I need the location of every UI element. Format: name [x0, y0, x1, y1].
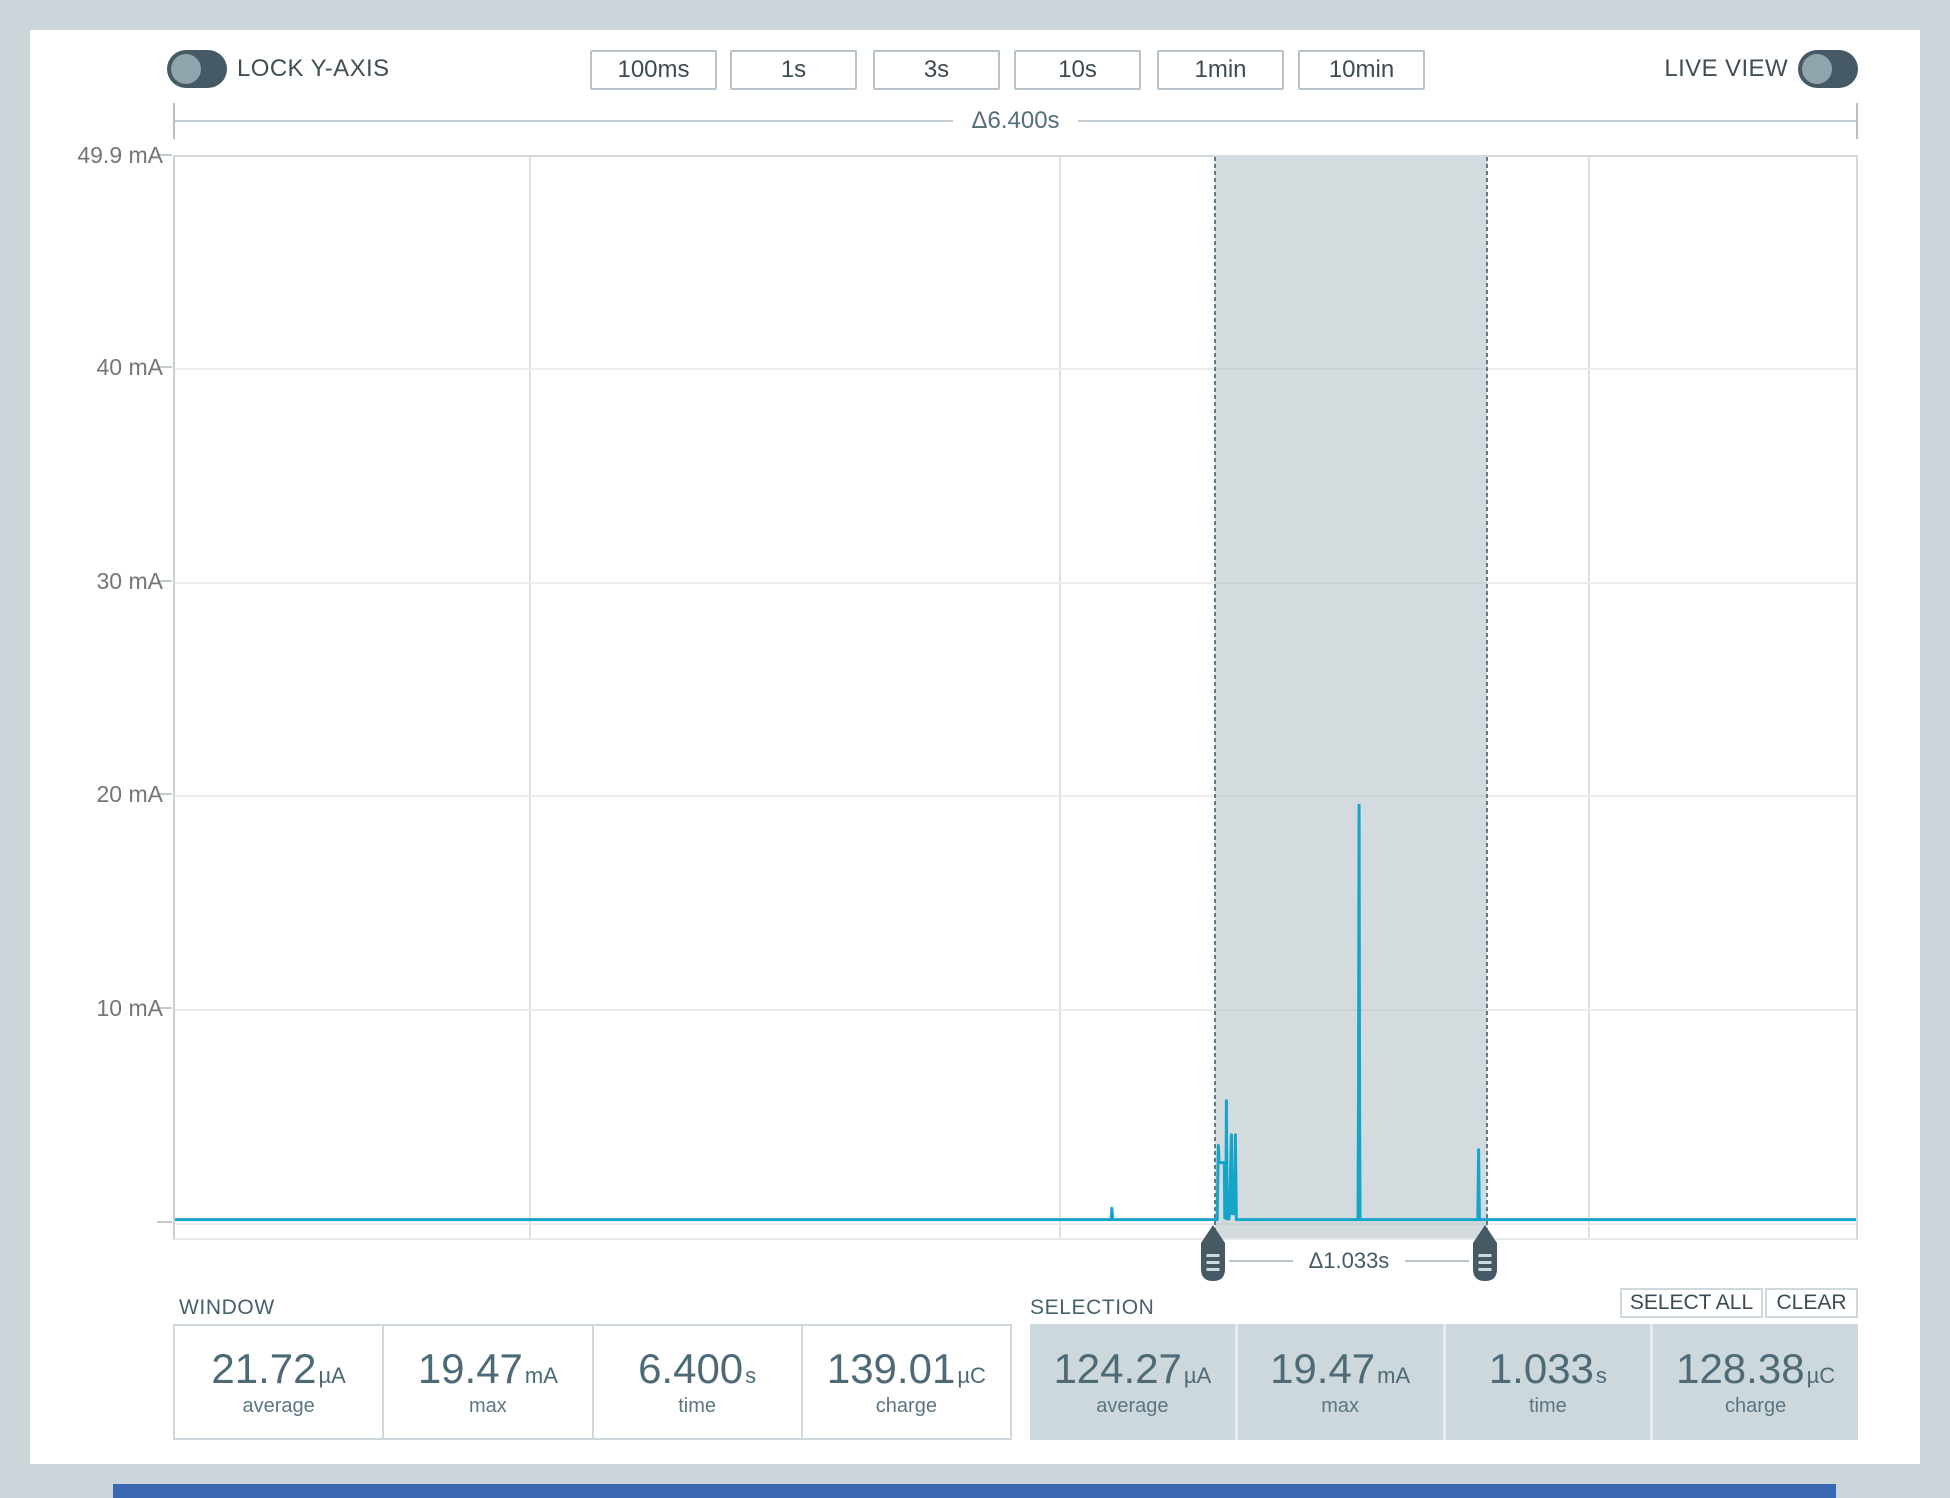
selection-region: [1214, 157, 1487, 1238]
stat-label: average: [242, 1394, 315, 1417]
selection-max-stat: 19.47 mA max: [1234, 1324, 1443, 1440]
window-1min-button[interactable]: 1min: [1157, 50, 1284, 90]
selection-stats-box: 124.27 µA average 19.47 mA max 1.033 s time…: [1030, 1324, 1858, 1440]
selection-charge-stat: 128.38 µC charge: [1650, 1324, 1858, 1440]
stat-number: 128.38: [1676, 1344, 1805, 1392]
stat-label: time: [678, 1394, 717, 1417]
selection-handle-left[interactable]: [1200, 1224, 1226, 1282]
y-gridline: [175, 1009, 1856, 1012]
x-gridline: [1587, 157, 1590, 1238]
window-10min-button[interactable]: 10min: [1298, 50, 1425, 90]
y-gridline: [175, 367, 1856, 370]
stat-unit: mA: [1377, 1362, 1411, 1388]
y-gridline: [175, 1223, 1856, 1225]
y-axis-label: 30 mA: [96, 567, 163, 594]
stat-unit: µC: [957, 1362, 986, 1388]
stat-label: max: [1321, 1394, 1360, 1417]
y-tick-mark: [157, 793, 172, 796]
stat-number: 21.72: [211, 1344, 317, 1392]
x-gridline: [529, 157, 532, 1238]
stat-label: time: [1528, 1394, 1567, 1417]
x-gridline: [1058, 157, 1061, 1238]
selection-left-edge: [1213, 157, 1216, 1238]
y-gridline: [175, 581, 1856, 584]
selection-right-edge: [1485, 157, 1488, 1238]
delta-line: [1228, 1260, 1293, 1262]
clear-button[interactable]: CLEAR: [1765, 1288, 1858, 1318]
lock-y-axis-toggle[interactable]: [167, 50, 227, 88]
current-trace: [175, 803, 1856, 1222]
stat-number: 139.01: [826, 1344, 956, 1392]
stat-number: 124.27: [1053, 1344, 1182, 1392]
y-tick-mark: [157, 365, 172, 368]
y-tick-mark: [157, 579, 172, 582]
y-axis-label: 49.9 mA: [77, 142, 163, 168]
live-view-toggle[interactable]: [1798, 50, 1858, 88]
window-delta-bracket: Δ6.400s: [173, 103, 1858, 139]
window-10s-button[interactable]: 10s: [1014, 50, 1141, 90]
selection-handle-right[interactable]: [1472, 1224, 1498, 1282]
stat-label: max: [468, 1394, 507, 1417]
window-stats-box: 21.72 µA average 19.47 mA max 6.400 s time …: [173, 1324, 1012, 1440]
stat-label: charge: [875, 1394, 937, 1417]
window-max-stat: 19.47 mA max: [382, 1326, 591, 1438]
bracket-right-tick: [1856, 103, 1858, 139]
lock-y-axis-label: LOCK Y-AXIS: [237, 55, 390, 82]
selection-delta-label: Δ1.033s: [1308, 1248, 1390, 1273]
stat-unit: µA: [318, 1362, 346, 1388]
y-tick-mark: [157, 154, 172, 156]
delta-line: [1405, 1260, 1469, 1262]
window-average-stat: 21.72 µA average: [175, 1326, 382, 1438]
selection-time-stat: 1.033 s time: [1442, 1324, 1651, 1440]
stat-number: 1.033: [1488, 1344, 1594, 1392]
live-view-label: LIVE VIEW: [1664, 55, 1788, 82]
stat-unit: mA: [524, 1362, 558, 1388]
window-100ms-button[interactable]: 100ms: [590, 50, 717, 90]
selection-delta-bracket: Δ1.033s: [1228, 1248, 1469, 1274]
stat-unit: s: [1595, 1362, 1607, 1388]
y-tick-mark: [157, 1221, 172, 1223]
bracket-left-tick: [173, 103, 175, 139]
bracket-line: [1077, 120, 1856, 122]
stat-number: 19.47: [417, 1344, 523, 1392]
toggle-knob: [171, 54, 201, 84]
select-all-button[interactable]: SELECT ALL: [1620, 1288, 1763, 1318]
stat-unit: µC: [1806, 1362, 1836, 1388]
window-time-stat: 6.400 s time: [591, 1326, 801, 1438]
stat-unit: s: [745, 1362, 757, 1388]
y-tick-mark: [157, 1007, 172, 1010]
y-axis-label: 10 mA: [96, 995, 163, 1022]
bracket-line: [175, 120, 954, 122]
window-delta-label: Δ6.400s: [971, 107, 1060, 134]
bottom-log-strip: [113, 1484, 1836, 1498]
toggle-knob: [1802, 54, 1832, 84]
stat-number: 6.400: [638, 1344, 744, 1392]
y-axis-label: 40 mA: [96, 353, 163, 380]
selection-average-stat: 124.27 µA average: [1030, 1324, 1235, 1440]
window-charge-stat: 139.01 µC charge: [800, 1326, 1010, 1438]
stat-unit: µA: [1183, 1362, 1212, 1388]
chart-plot[interactable]: [173, 155, 1858, 1240]
stat-number: 19.47: [1270, 1344, 1376, 1392]
selection-panel-title: SELECTION: [1030, 1296, 1155, 1319]
profiler-card: LOCK Y-AXIS 100ms 1s 3s 10s 1min 10min L…: [30, 30, 1920, 1464]
window-3s-button[interactable]: 3s: [873, 50, 1000, 90]
y-gridline: [175, 795, 1856, 798]
window-1s-button[interactable]: 1s: [730, 50, 857, 90]
stat-label: average: [1096, 1394, 1169, 1417]
window-panel-title: WINDOW: [179, 1296, 275, 1319]
stat-label: charge: [1725, 1394, 1787, 1417]
y-axis-label: 20 mA: [96, 781, 163, 808]
